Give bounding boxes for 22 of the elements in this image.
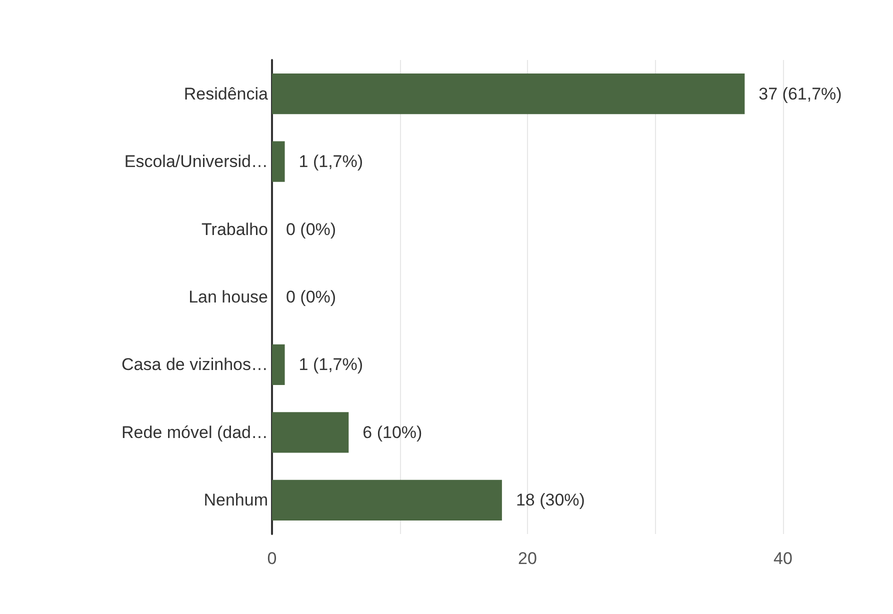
y-tick-label: Residência xyxy=(184,84,269,104)
data-label: 0 (0%) xyxy=(286,288,336,306)
bar xyxy=(272,74,745,114)
x-tick-label: 0 xyxy=(267,549,277,568)
x-tick-label: 20 xyxy=(518,549,537,568)
bar xyxy=(272,141,285,182)
data-label: 18 (30%) xyxy=(516,490,585,510)
y-tick-label: Rede móvel (dad… xyxy=(122,422,268,442)
y-tick-label: Casa de vizinhos… xyxy=(122,355,268,374)
data-label: 37 (61,7%) xyxy=(758,84,842,104)
y-tick-label: Nenhum xyxy=(204,490,268,510)
bar xyxy=(272,480,502,520)
y-tick-label: Trabalho xyxy=(202,220,268,239)
y-tick-label: Escola/Universid… xyxy=(124,152,268,172)
y-tick-label: Lan house xyxy=(188,288,268,306)
data-label: 1 (1,7%) xyxy=(298,355,364,374)
data-label: 0 (0%) xyxy=(286,220,336,239)
data-label: 6 (10%) xyxy=(362,422,422,442)
bar xyxy=(272,344,285,386)
x-tick-label: 40 xyxy=(774,549,792,568)
bar xyxy=(272,412,349,453)
data-label: 1 (1,7%) xyxy=(298,152,364,172)
